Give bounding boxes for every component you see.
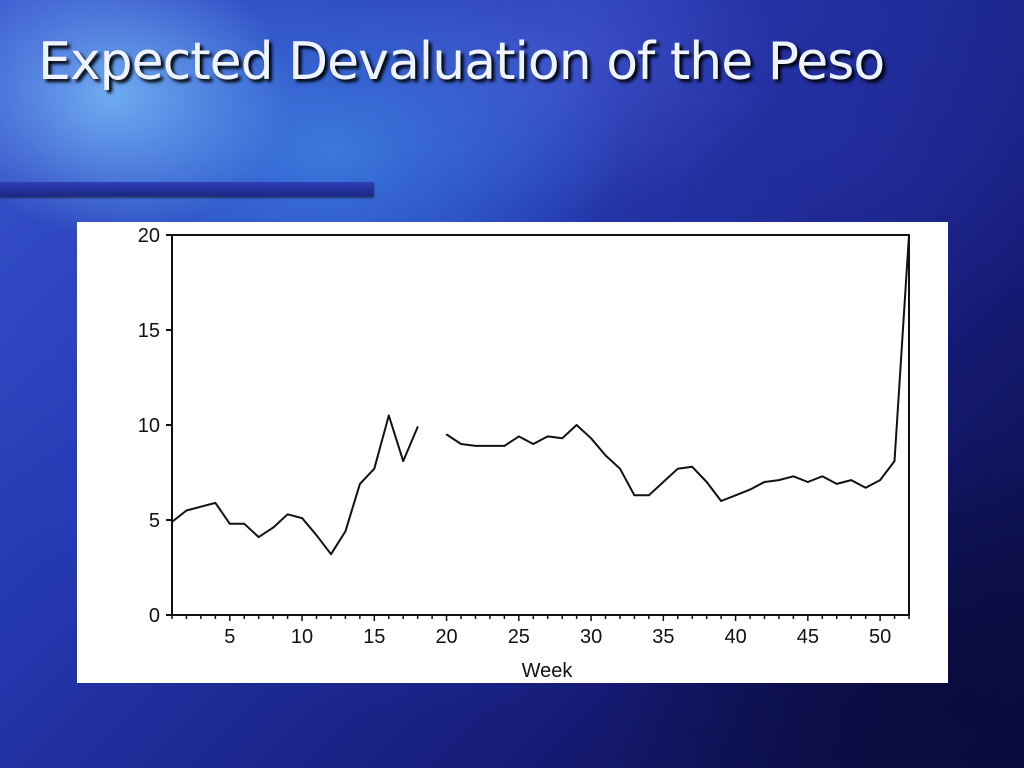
y-tick-label: 10	[138, 415, 160, 437]
data-point	[835, 483, 838, 485]
data-point	[229, 523, 231, 525]
x-tick-label: 35	[652, 626, 674, 648]
data-point	[315, 534, 318, 536]
title-underline-bar	[0, 182, 374, 196]
data-point	[416, 426, 419, 428]
y-tick-label: 5	[149, 510, 160, 532]
data-point	[879, 479, 881, 481]
data-point	[908, 234, 910, 236]
line-chart: 0 5 10 15 20 5 10 15 20 25 30 35 40 45 50 Week	[138, 225, 910, 682]
data-point	[893, 460, 896, 462]
data-point	[633, 494, 636, 497]
data-point	[257, 536, 260, 538]
data-point	[575, 424, 578, 426]
data-point	[402, 460, 405, 462]
data-point	[359, 483, 361, 485]
data-point	[532, 443, 535, 445]
plot-frame	[171, 234, 910, 616]
x-axis-label: Week	[522, 660, 574, 682]
x-tick-label: 25	[508, 626, 530, 648]
series-line-segment	[446, 234, 910, 502]
data-point	[518, 435, 520, 438]
data-point	[734, 494, 737, 497]
data-point	[705, 481, 708, 483]
y-tick-label: 15	[138, 320, 160, 342]
data-point	[676, 467, 679, 470]
data-point	[214, 502, 217, 504]
data-point	[850, 479, 852, 481]
data-point	[807, 481, 809, 483]
data-point	[489, 445, 491, 447]
data-point	[590, 437, 592, 440]
slide-title: Expected Devaluation of the Peso	[38, 32, 885, 92]
x-tick-label: 20	[435, 626, 457, 648]
data-point	[330, 553, 332, 555]
data-point	[445, 433, 448, 436]
data-point	[200, 505, 202, 508]
data-point	[648, 494, 650, 497]
series-line-segment	[171, 414, 419, 556]
data-point	[171, 521, 173, 523]
x-tick-label: 45	[797, 626, 819, 648]
data-point	[286, 513, 289, 516]
x-tick-label: 5	[224, 626, 235, 648]
data-point	[864, 486, 867, 489]
x-tick-label: 50	[869, 626, 891, 648]
data-point	[387, 414, 390, 417]
data-point	[619, 467, 621, 470]
data-point	[272, 526, 274, 529]
data-point	[749, 488, 751, 491]
data-point	[243, 523, 246, 525]
data-point	[474, 445, 477, 447]
data-point	[778, 479, 780, 481]
data-point	[503, 445, 506, 447]
data-point	[720, 500, 722, 502]
data-point	[301, 517, 303, 519]
data-point	[792, 475, 795, 478]
data-point	[460, 443, 462, 445]
y-tick-label: 20	[138, 225, 160, 247]
y-tick-label: 0	[149, 605, 160, 627]
x-tick-label: 40	[724, 626, 746, 648]
data-point	[662, 481, 665, 483]
x-tick-label: 15	[363, 626, 385, 648]
data-point	[546, 435, 549, 438]
data-point	[821, 475, 824, 478]
data-point	[604, 454, 607, 457]
data-point	[185, 509, 188, 512]
data-point	[691, 466, 694, 468]
data-point	[763, 481, 766, 483]
chart-panel: 0 5 10 15 20 5 10 15 20 25 30 35 40 45 50 Week	[77, 222, 948, 683]
x-tick-label: 10	[291, 626, 313, 648]
data-point	[561, 437, 563, 440]
data-point	[373, 467, 376, 470]
x-tick-label: 30	[580, 626, 602, 648]
data-point	[344, 530, 347, 533]
